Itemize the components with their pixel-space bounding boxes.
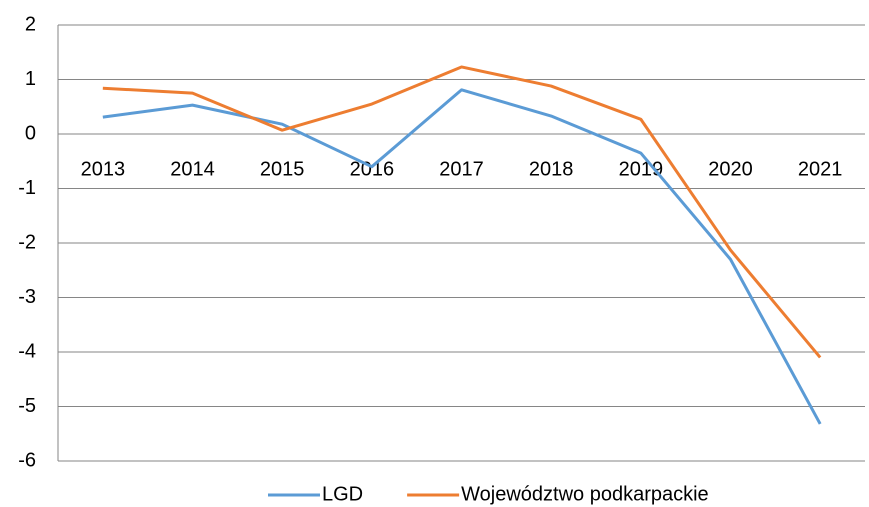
x-tick-label: 2014: [170, 158, 215, 180]
y-tick-label: -5: [18, 395, 36, 417]
y-tick-label: -3: [18, 286, 36, 308]
y-tick-label: 1: [25, 68, 36, 90]
line-series: [102, 65, 822, 359]
x-tick-label: 2015: [260, 158, 305, 180]
x-tick-label: 2021: [798, 158, 843, 180]
x-tick-label: 2019: [619, 158, 664, 180]
line-series: [102, 88, 822, 425]
y-tick-label: -2: [18, 231, 36, 253]
x-tick-label: 2016: [350, 158, 395, 180]
y-tick-label: 0: [25, 122, 36, 144]
legend-label: Województwo podkarpackie: [461, 483, 709, 505]
y-tick-label: -6: [18, 449, 36, 471]
x-tick-label: 2018: [529, 158, 574, 180]
y-tick-label: -1: [18, 177, 36, 199]
x-tick-label: 2020: [708, 158, 753, 180]
x-tick-label: 2017: [439, 158, 484, 180]
legend-label: LGD: [322, 483, 363, 505]
x-tick-label: 2013: [81, 158, 126, 180]
y-tick-label: -4: [18, 340, 36, 362]
y-tick-label: 2: [25, 13, 36, 35]
